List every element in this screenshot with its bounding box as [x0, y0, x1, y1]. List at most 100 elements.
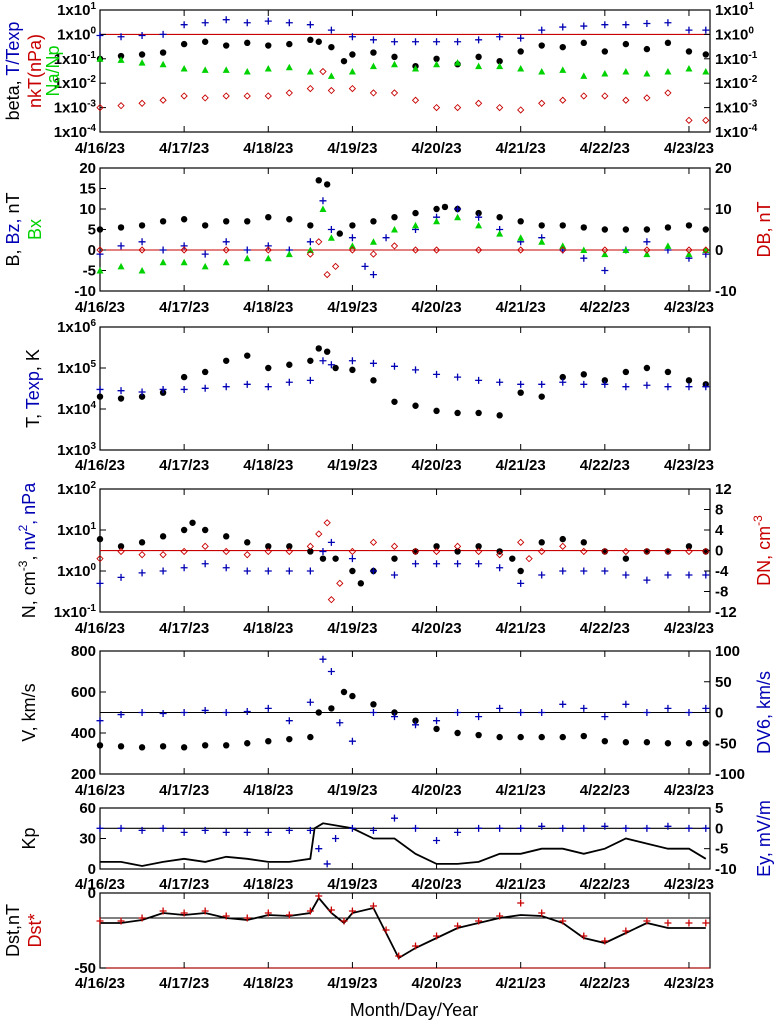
data-point — [454, 213, 462, 221]
data-point — [96, 385, 104, 393]
data-point — [319, 197, 327, 205]
data-point — [201, 826, 209, 834]
data-point — [559, 567, 567, 575]
x-tick-label: 4/20/23 — [412, 457, 462, 474]
data-point — [685, 571, 693, 579]
data-point — [244, 39, 251, 47]
series-dst-black — [100, 896, 706, 960]
data-point — [331, 262, 340, 271]
data-point — [538, 238, 546, 245]
data-point — [180, 258, 188, 266]
data-point — [222, 564, 230, 572]
data-point — [327, 538, 335, 546]
data-point — [622, 368, 630, 376]
y-tick-label: 1x105 — [57, 359, 96, 377]
data-point — [244, 218, 251, 225]
series-temperature-black — [96, 345, 709, 419]
data-point — [474, 246, 483, 254]
data-point — [138, 59, 146, 66]
data-point — [412, 548, 419, 555]
y-axis-label-part: , nPa — [19, 482, 39, 525]
data-point — [138, 238, 146, 246]
data-point — [117, 543, 125, 550]
y-axis-label-part: , — [19, 551, 39, 561]
data-point — [285, 89, 293, 97]
data-point — [433, 560, 441, 568]
data-point — [201, 384, 209, 392]
series-temperature-blue — [96, 357, 710, 396]
data-point — [559, 824, 567, 832]
y-axis-label-part: nkT(nPa) — [25, 34, 45, 108]
data-point — [475, 917, 483, 925]
data-point — [117, 224, 125, 231]
y-axis-label: beta, T/Texp — [3, 22, 23, 121]
x-tick-label: 4/20/23 — [412, 782, 462, 799]
x-tick-label: 4/18/23 — [243, 782, 293, 799]
data-point — [412, 717, 419, 724]
data-point — [370, 49, 377, 56]
data-point — [538, 733, 545, 741]
data-point — [391, 398, 398, 405]
data-point — [348, 907, 356, 915]
data-point — [264, 567, 272, 575]
data-point — [580, 380, 588, 388]
data-point — [117, 33, 125, 41]
data-point — [323, 348, 331, 355]
data-point — [391, 214, 398, 221]
data-point — [264, 17, 272, 25]
data-point — [96, 393, 104, 400]
y2-axis-label-part: DN, cm — [754, 526, 774, 586]
data-point — [117, 711, 125, 719]
x-tick-label: 4/20/23 — [412, 140, 462, 157]
data-point — [685, 222, 693, 229]
data-point — [138, 744, 146, 751]
data-point — [201, 542, 209, 550]
series-density-blue — [96, 538, 710, 587]
data-point — [433, 717, 441, 725]
data-point — [327, 234, 335, 241]
data-point — [369, 538, 378, 546]
y2-tick-label: -100 — [715, 766, 745, 783]
x-tick-label: 4/18/23 — [243, 299, 293, 316]
data-point — [702, 26, 710, 34]
data-point — [601, 547, 609, 556]
y-axis-label-part: Kp — [19, 827, 39, 849]
data-point — [159, 49, 167, 56]
series-kp-black — [100, 822, 707, 867]
data-point — [496, 214, 503, 221]
data-point — [453, 542, 462, 550]
data-point — [411, 246, 420, 254]
data-point — [159, 824, 167, 832]
data-point — [340, 917, 348, 925]
data-point — [349, 222, 356, 229]
x-tick-label: 4/19/23 — [327, 620, 377, 637]
x-tick-label: 4/18/23 — [243, 876, 293, 893]
data-point — [475, 53, 482, 61]
data-point — [496, 33, 504, 41]
data-point — [702, 919, 710, 927]
x-tick-label: 4/18/23 — [243, 620, 293, 637]
data-point — [622, 739, 630, 746]
data-point — [412, 560, 420, 568]
y-axis-label: Bx — [25, 219, 45, 240]
data-point — [433, 38, 441, 46]
data-point — [496, 62, 504, 70]
data-point — [286, 735, 293, 743]
y-tick-label: 10 — [79, 201, 96, 218]
data-point — [348, 68, 356, 75]
data-point — [336, 579, 344, 587]
data-point — [159, 743, 167, 750]
data-point — [201, 706, 209, 714]
data-point — [319, 655, 327, 663]
data-point — [223, 357, 230, 364]
y2-tick-label: 0 — [715, 820, 723, 837]
data-point — [201, 66, 209, 73]
y-axis-label-part: beta, — [3, 76, 23, 121]
data-point — [475, 376, 483, 384]
data-point — [391, 555, 398, 562]
data-point — [559, 222, 566, 229]
data-point — [285, 547, 293, 556]
x-tick-label: 4/21/23 — [496, 299, 546, 316]
data-point — [223, 218, 230, 225]
data-point — [138, 388, 146, 396]
